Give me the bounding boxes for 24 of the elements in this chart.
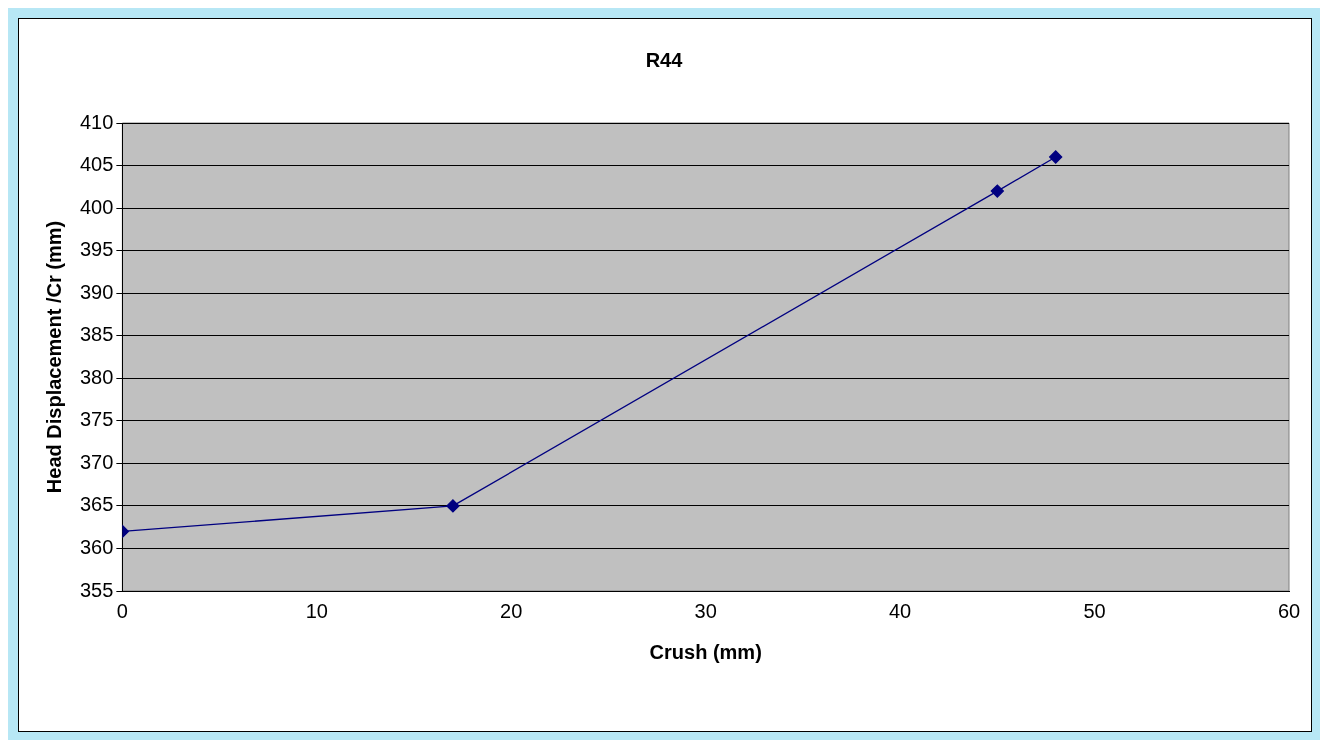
x-tick-label: 10	[305, 599, 328, 622]
y-tick-label: 365	[79, 493, 114, 516]
y-tick-label: 375	[79, 408, 114, 431]
y-tick-label: 355	[79, 578, 114, 601]
x-tick-label: 60	[1277, 599, 1301, 622]
y-tick-label: 390	[79, 280, 114, 303]
y-tick-label: 380	[79, 365, 114, 388]
x-tick-label: 40	[889, 599, 912, 622]
x-tick-label: 0	[116, 599, 128, 622]
x-tick-label: 20	[500, 599, 523, 622]
x-axis-title: Crush (mm)	[649, 640, 762, 663]
x-tick-label: 50	[1083, 599, 1106, 622]
y-tick-label: 410	[79, 110, 114, 133]
y-tick-label: 385	[79, 323, 114, 346]
y-tick-label: 370	[79, 450, 114, 473]
y-tick-label: 360	[79, 535, 114, 558]
chart-title: R44	[645, 48, 684, 71]
y-tick-label: 405	[79, 153, 114, 176]
y-tick-label: 395	[79, 238, 114, 261]
point	[1049, 150, 1063, 164]
y-tick-label: 400	[79, 195, 114, 218]
y-axis-title: Head Displacement /Cr (mm)	[42, 220, 65, 494]
point	[990, 184, 1004, 198]
x-tick-label: 30	[694, 599, 717, 622]
